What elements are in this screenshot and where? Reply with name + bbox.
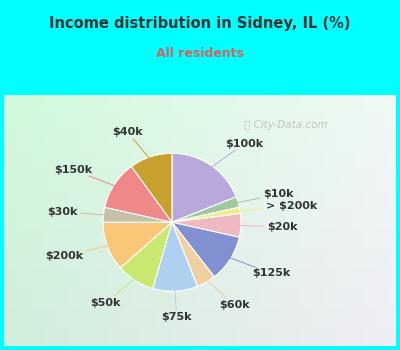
Text: $20k: $20k [238,222,298,232]
Wedge shape [153,222,197,291]
Text: ⓘ City-Data.com: ⓘ City-Data.com [244,120,328,130]
Text: $10k: $10k [235,189,294,203]
Wedge shape [132,153,172,222]
Text: $125k: $125k [228,257,290,278]
Text: $150k: $150k [54,165,116,187]
Text: $100k: $100k [210,139,264,168]
Wedge shape [172,153,236,222]
Wedge shape [172,214,241,237]
Wedge shape [120,222,172,288]
Wedge shape [172,222,239,277]
Text: $40k: $40k [112,127,151,160]
Wedge shape [172,207,240,222]
Wedge shape [103,222,172,268]
Wedge shape [105,167,172,222]
Text: $75k: $75k [161,288,192,322]
Text: $30k: $30k [47,207,106,217]
Wedge shape [172,222,214,286]
Text: Income distribution in Sidney, IL (%): Income distribution in Sidney, IL (%) [49,16,351,31]
Text: > $200k: > $200k [237,201,317,211]
Wedge shape [103,207,172,222]
Text: All residents: All residents [156,47,244,60]
Text: $200k: $200k [45,245,110,261]
Wedge shape [172,197,239,222]
Text: $60k: $60k [206,279,250,310]
Text: $50k: $50k [91,278,136,308]
